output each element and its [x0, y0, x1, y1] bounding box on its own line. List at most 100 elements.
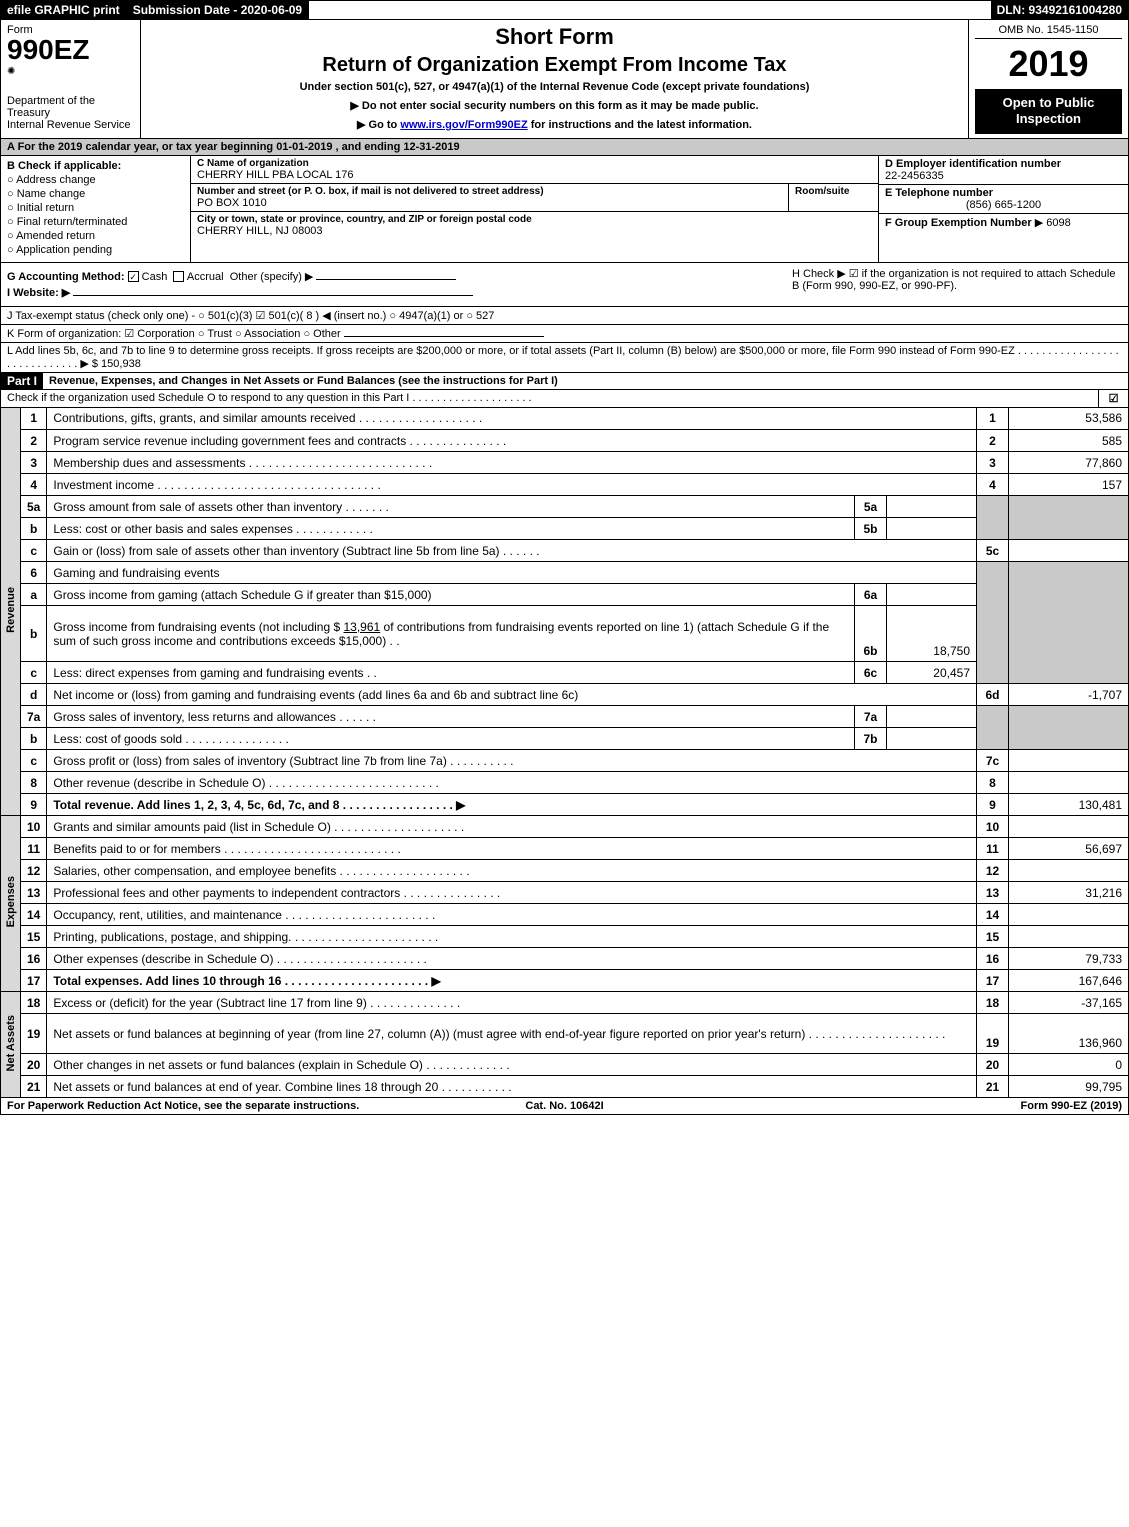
line-6b-ul: 13,961	[344, 620, 381, 634]
check-cash[interactable]	[128, 271, 139, 282]
grey-6-amt	[1009, 562, 1129, 684]
header-right: OMB No. 1545-1150 2019 Open to Public In…	[968, 20, 1128, 138]
part-i-schedo: Check if the organization used Schedule …	[1, 390, 1098, 407]
part-i-table: Revenue 1 Contributions, gifts, grants, …	[0, 408, 1129, 1099]
line-5a-subamt	[887, 496, 977, 518]
line-6-desc: Gaming and fundraising events	[47, 562, 977, 584]
line-20-col: 20	[977, 1054, 1009, 1076]
line-11-col: 11	[977, 838, 1009, 860]
line-6a-no: a	[21, 584, 47, 606]
line-5a-no: 5a	[21, 496, 47, 518]
line-20-amt: 0	[1009, 1054, 1129, 1076]
line-19-col: 19	[977, 1014, 1009, 1054]
line-8-desc: Other revenue (describe in Schedule O) .…	[47, 772, 977, 794]
line-16-col: 16	[977, 948, 1009, 970]
check-name-change[interactable]: Name change	[7, 188, 184, 200]
line-12-desc: Salaries, other compensation, and employ…	[47, 860, 977, 882]
line-7c-no: c	[21, 750, 47, 772]
line-6c-desc: Less: direct expenses from gaming and fu…	[47, 662, 855, 684]
row-gh: G Accounting Method: Cash Accrual Other …	[0, 263, 1129, 307]
line-5c-no: c	[21, 540, 47, 562]
line-13-no: 13	[21, 882, 47, 904]
irs-link[interactable]: www.irs.gov/Form990EZ	[400, 119, 527, 131]
box-c-addr-lbl: Number and street (or P. O. box, if mail…	[197, 186, 782, 197]
other-label: Other (specify) ▶	[230, 271, 314, 283]
row-h: H Check ▶ ☑ if the organization is not r…	[792, 267, 1122, 302]
footer-right: Form 990-EZ (2019)	[750, 1100, 1122, 1112]
row-k-text: K Form of organization: ☑ Corporation ○ …	[7, 328, 341, 340]
side-net-assets: Net Assets	[1, 992, 21, 1098]
line-6a-subamt	[887, 584, 977, 606]
line-1-amt: 53,586	[1009, 408, 1129, 430]
line-14-desc: Occupancy, rent, utilities, and maintena…	[47, 904, 977, 926]
box-c-addr-row: Number and street (or P. O. box, if mail…	[191, 184, 878, 212]
dept-label: Department of the Treasury	[7, 95, 134, 119]
line-7c-amt	[1009, 750, 1129, 772]
line-4-no: 4	[21, 474, 47, 496]
box-e-lbl: E Telephone number	[885, 187, 993, 199]
line-7b-subamt	[887, 728, 977, 750]
line-5b-desc: Less: cost or other basis and sales expe…	[47, 518, 855, 540]
line-9-col: 9	[977, 794, 1009, 816]
footer-right-bold: 990-EZ	[1051, 1100, 1087, 1112]
check-accrual[interactable]	[173, 271, 184, 282]
line-9-desc: Total revenue. Add lines 1, 2, 3, 4, 5c,…	[47, 794, 977, 816]
line-6d-amt: -1,707	[1009, 684, 1129, 706]
line-9-no: 9	[21, 794, 47, 816]
line-6d-desc: Net income or (loss) from gaming and fun…	[47, 684, 977, 706]
line-20-desc: Other changes in net assets or fund bala…	[47, 1054, 977, 1076]
box-e: E Telephone number (856) 665-1200	[879, 185, 1128, 214]
footer-left: For Paperwork Reduction Act Notice, see …	[7, 1100, 379, 1112]
box-f-lbl: F Group Exemption Number	[885, 217, 1032, 229]
dln: DLN: 93492161004280	[991, 1, 1128, 19]
check-final-return[interactable]: Final return/terminated	[7, 216, 184, 228]
part-i-schedo-row: Check if the organization used Schedule …	[0, 390, 1129, 408]
line-6b-no: b	[21, 606, 47, 662]
row-i: I Website: ▶	[7, 286, 792, 299]
line-6a-sub: 6a	[855, 584, 887, 606]
line-7c-desc: Gross profit or (loss) from sales of inv…	[47, 750, 977, 772]
line-8-amt	[1009, 772, 1129, 794]
line-4-desc: Investment income . . . . . . . . . . . …	[47, 474, 977, 496]
check-amended-return[interactable]: Amended return	[7, 230, 184, 242]
check-initial-return[interactable]: Initial return	[7, 202, 184, 214]
line-6b-sub: 6b	[855, 606, 887, 662]
row-g-pre: G Accounting Method:	[7, 271, 125, 283]
line-12-col: 12	[977, 860, 1009, 882]
line-3-desc: Membership dues and assessments . . . . …	[47, 452, 977, 474]
grey-5ab-amt	[1009, 496, 1129, 540]
goto-pre: ▶ Go to	[357, 119, 400, 131]
part-i-schedo-check[interactable]: ☑	[1098, 390, 1128, 407]
form-header: Form 990EZ ✺ Department of the Treasury …	[0, 20, 1129, 139]
line-17-col: 17	[977, 970, 1009, 992]
check-application-pending[interactable]: Application pending	[7, 244, 184, 256]
box-d-lbl: D Employer identification number	[885, 158, 1061, 170]
line-15-no: 15	[21, 926, 47, 948]
check-address-change[interactable]: Address change	[7, 174, 184, 186]
line-8-col: 8	[977, 772, 1009, 794]
box-def: D Employer identification number 22-2456…	[878, 156, 1128, 262]
line-1-no: 1	[21, 408, 47, 430]
row-l-val: 150,938	[101, 358, 141, 370]
line-8-no: 8	[21, 772, 47, 794]
line-5b-subamt	[887, 518, 977, 540]
side-revenue: Revenue	[1, 408, 21, 816]
box-c-name-lbl: C Name of organization	[197, 158, 872, 169]
row-a-tax-year: A For the 2019 calendar year, or tax yea…	[0, 139, 1129, 156]
line-5b-no: b	[21, 518, 47, 540]
line-19-desc: Net assets or fund balances at beginning…	[47, 1014, 977, 1054]
line-17-desc: Total expenses. Add lines 10 through 16 …	[47, 970, 977, 992]
header-center: Short Form Return of Organization Exempt…	[141, 20, 968, 138]
line-16-desc: Other expenses (describe in Schedule O) …	[47, 948, 977, 970]
line-7b-sub: 7b	[855, 728, 887, 750]
part-i-title: Revenue, Expenses, and Changes in Net As…	[49, 373, 558, 389]
line-15-col: 15	[977, 926, 1009, 948]
line-5c-amt	[1009, 540, 1129, 562]
line-5a-desc: Gross amount from sale of assets other t…	[47, 496, 855, 518]
line-16-no: 16	[21, 948, 47, 970]
line-12-amt	[1009, 860, 1129, 882]
line-5b-sub: 5b	[855, 518, 887, 540]
line-21-amt: 99,795	[1009, 1076, 1129, 1098]
grey-7ab	[977, 706, 1009, 750]
line-11-desc: Benefits paid to or for members . . . . …	[47, 838, 977, 860]
